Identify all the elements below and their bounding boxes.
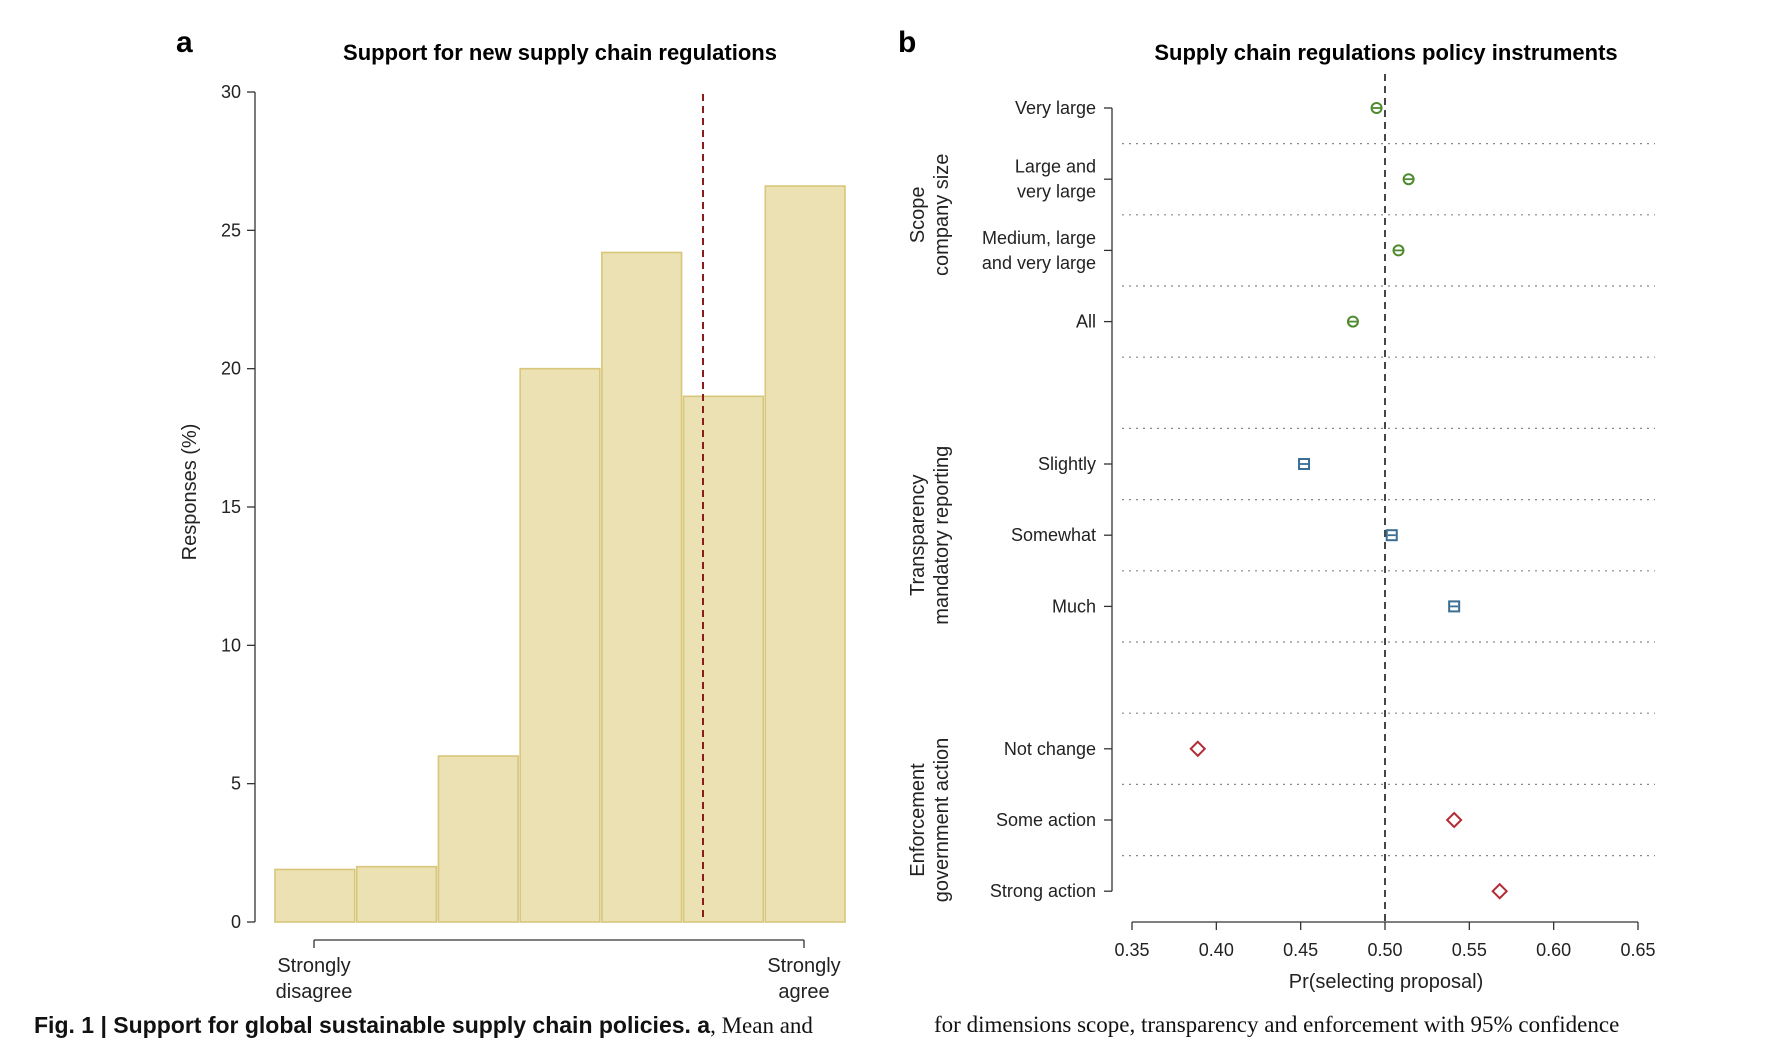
- category-label-line: Not change: [1004, 739, 1096, 759]
- y-tick-label: 20: [221, 359, 241, 379]
- histogram-bar: [437, 755, 519, 923]
- category-label-line: Large and: [1015, 157, 1096, 177]
- data-point: [1402, 173, 1415, 186]
- category-label-line: very large: [1017, 182, 1096, 202]
- caption-left: Fig. 1 | Support for global sustainable …: [34, 1012, 813, 1039]
- dot-plot-chart: Supply chain regulations policy instrume…: [907, 40, 1656, 993]
- category-label-line: Slightly: [1038, 454, 1096, 474]
- x-tick-label: 0.45: [1283, 940, 1318, 960]
- x-tick-label: 0.60: [1536, 940, 1571, 960]
- caption-right: for dimensions scope, transparency and e…: [934, 1012, 1620, 1037]
- category-label-line: Somewhat: [1011, 525, 1096, 545]
- histogram-bar: [355, 865, 438, 923]
- group-label: mandatory reporting: [931, 446, 953, 625]
- data-point: [1189, 740, 1207, 758]
- x-end-label-left: Strongly: [277, 955, 350, 977]
- data-point: [1445, 811, 1463, 829]
- y-tick-label: 25: [221, 220, 241, 240]
- data-point: [1448, 600, 1461, 613]
- x-tick-label: 0.50: [1367, 940, 1402, 960]
- x-end-label-left: disagree: [276, 981, 353, 1003]
- data-point: [1298, 458, 1311, 470]
- data-point: [1392, 244, 1405, 257]
- group-label: Transparency: [907, 474, 929, 596]
- category-label-line: Some action: [996, 810, 1096, 830]
- data-point: [1491, 882, 1509, 900]
- histogram-bar: [601, 251, 683, 923]
- data-point: [1385, 529, 1398, 542]
- y-axis-label: Responses (%): [179, 424, 201, 561]
- x-tick-label: 0.35: [1114, 940, 1149, 960]
- group-label: Scope: [907, 186, 929, 243]
- x-end-label-right: agree: [778, 981, 829, 1003]
- panel-letter-a: a: [176, 26, 193, 59]
- caption-bold: Fig. 1 | Support for global sustainable …: [34, 1012, 711, 1038]
- category-label-line: All: [1076, 312, 1096, 332]
- caption-rest: , Mean and: [710, 1013, 813, 1038]
- category-label-line: Much: [1052, 596, 1096, 616]
- chart-title-a: Support for new supply chain regulations: [343, 40, 777, 65]
- y-tick-label: 10: [221, 635, 241, 655]
- histogram-chart: Support for new supply chain regulations…: [179, 40, 846, 1003]
- x-axis-label: Pr(selecting proposal): [1289, 971, 1484, 993]
- category-label-line: and very large: [982, 253, 1096, 273]
- y-tick-label: 30: [221, 82, 241, 102]
- data-point: [1346, 315, 1359, 328]
- chart-title-b: Supply chain regulations policy instrume…: [1154, 40, 1617, 65]
- histogram-bar: [764, 185, 846, 923]
- histogram-bar: [682, 395, 765, 923]
- category-label-line: Very large: [1015, 98, 1096, 118]
- y-tick-label: 0: [231, 912, 241, 932]
- histogram-bar: [519, 367, 601, 923]
- x-tick-label: 0.55: [1452, 940, 1487, 960]
- panel-letter-b: b: [898, 26, 916, 59]
- data-point: [1370, 102, 1383, 114]
- group-label: government action: [931, 738, 953, 903]
- group-label: company size: [931, 154, 953, 276]
- category-label-line: Medium, large: [982, 228, 1096, 248]
- group-label: Enforcement: [907, 763, 929, 877]
- y-tick-label: 5: [231, 774, 241, 794]
- histogram-bar: [274, 868, 356, 923]
- x-tick-label: 0.40: [1199, 940, 1234, 960]
- category-label-line: Strong action: [990, 881, 1096, 901]
- x-end-label-right: Strongly: [767, 955, 840, 977]
- y-tick-label: 15: [221, 497, 241, 517]
- x-tick-label: 0.65: [1620, 940, 1655, 960]
